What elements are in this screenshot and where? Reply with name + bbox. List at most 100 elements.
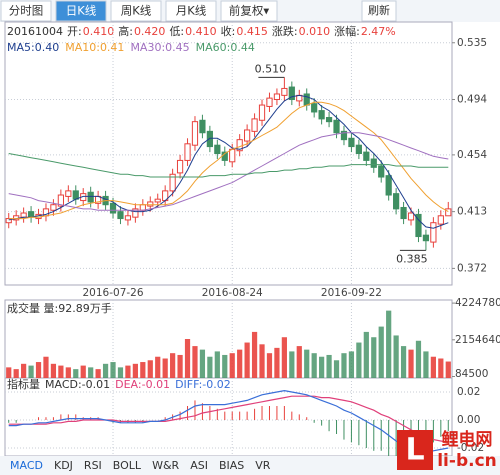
volume-bar [251, 331, 258, 378]
volume-bar [21, 363, 27, 378]
candle-body [72, 190, 79, 200]
x-tick-label: 2016-08-24 [202, 287, 263, 299]
volume-bar [147, 360, 153, 378]
tab-label[interactable]: 周K线 [121, 4, 152, 18]
volume-bar [438, 358, 444, 378]
candle-body [318, 110, 325, 120]
tab-label[interactable]: 前复权▾ [229, 4, 269, 18]
volume-bar [110, 362, 116, 378]
indicator-tab[interactable]: W&R [152, 459, 179, 472]
indicator-tab[interactable]: MACD [10, 459, 43, 472]
quote-value: 0.410 [185, 25, 217, 38]
quote-value: 2.47% [361, 25, 396, 38]
volume-bar [445, 361, 451, 378]
volume-bar [415, 340, 422, 378]
volume-bar [43, 356, 49, 378]
candle-body [415, 213, 422, 238]
macd-line [8, 395, 449, 443]
volume-bar [393, 335, 399, 378]
volume-bar [348, 351, 355, 378]
candle-body [251, 118, 258, 132]
candle-body [370, 158, 377, 168]
candle-body [385, 175, 392, 196]
volume-bar [319, 356, 325, 378]
logo: L 鲤电网 li-b.cn [397, 429, 497, 471]
main-panel [4, 21, 453, 286]
candle-body [117, 211, 124, 220]
candle-body [340, 130, 348, 141]
candle-body [393, 193, 400, 210]
volume-bar [259, 344, 265, 378]
tab-label[interactable]: 月K线 [176, 4, 207, 18]
candle-body [288, 86, 295, 101]
candle-body [333, 119, 340, 134]
candle-body [400, 206, 407, 220]
y-tick-label: 0.494 [457, 94, 487, 106]
volume-bar [386, 310, 392, 378]
indicator-bar [0, 456, 500, 475]
volume-bar [333, 360, 340, 378]
candle-body [378, 165, 385, 178]
volume-bar [363, 331, 369, 378]
ma-line [8, 132, 449, 211]
ma-legend-item: MA5:0.40 [7, 41, 59, 54]
candle-body [147, 201, 154, 207]
logo-name: 鲤电网 [441, 429, 493, 450]
tab[interactable] [0, 0, 52, 22]
volume-bar [13, 369, 19, 378]
tab[interactable] [110, 0, 162, 22]
volume-bar [80, 365, 86, 378]
volume-bar [88, 367, 94, 378]
candle-body [139, 204, 146, 211]
candle-body [57, 194, 64, 207]
candle-body [363, 151, 370, 161]
logo-url: li-b.cn [437, 451, 497, 471]
volume-bar [356, 342, 362, 378]
candle-body [132, 208, 139, 218]
indicator-tab[interactable]: ASI [190, 459, 208, 472]
candle-body [184, 143, 191, 161]
volume-bar [184, 339, 191, 378]
volume-bar [341, 353, 347, 378]
tab-label[interactable]: 分时图 [9, 4, 44, 18]
refresh-button[interactable] [361, 0, 397, 22]
candle-body [273, 93, 281, 101]
ma-legend-item: MA30:0.45 [130, 41, 189, 54]
candle-body [124, 215, 132, 221]
y-tick-label: 0.372 [457, 262, 487, 274]
tab-label[interactable]: 日K线 [66, 4, 97, 18]
tab[interactable] [55, 0, 107, 22]
tab[interactable] [165, 0, 217, 22]
candle-body [325, 117, 333, 123]
candle-body [169, 173, 176, 192]
tab[interactable] [220, 0, 278, 22]
macd-line [8, 389, 449, 453]
volume-bar [65, 367, 71, 378]
volume-bar [400, 346, 407, 378]
candle-body [348, 137, 355, 148]
volume-bar [214, 351, 220, 378]
candle-body [258, 104, 266, 121]
volume-bar [229, 353, 235, 378]
quote-value: 0.415 [236, 25, 268, 38]
indicator-tab[interactable]: BIAS [219, 459, 244, 472]
y-tick-label: 0.535 [457, 37, 487, 49]
quote-label: 开: [67, 25, 82, 38]
volume-bar [222, 354, 228, 378]
indicator-tab[interactable]: VR [255, 459, 271, 472]
candle-body [311, 103, 318, 113]
quote-date: 20161004 [7, 25, 63, 38]
candle-body [109, 202, 117, 214]
annotation: 0.510 [255, 62, 287, 75]
indicator-tab[interactable]: KDJ [54, 459, 73, 472]
candle-body [191, 121, 199, 146]
volume-bar [192, 346, 198, 378]
candle-body [176, 159, 184, 174]
refresh-label[interactable]: 刷新 [368, 3, 390, 17]
indicator-tab[interactable]: BOLL [113, 459, 142, 472]
indicator-tab[interactable]: RSI [84, 459, 102, 472]
volume-title: 成交量 量:92.89万手 [7, 301, 112, 315]
y-tick-label: -0.02 [457, 442, 484, 454]
candle-body [437, 215, 444, 225]
volume-bar [423, 351, 429, 378]
